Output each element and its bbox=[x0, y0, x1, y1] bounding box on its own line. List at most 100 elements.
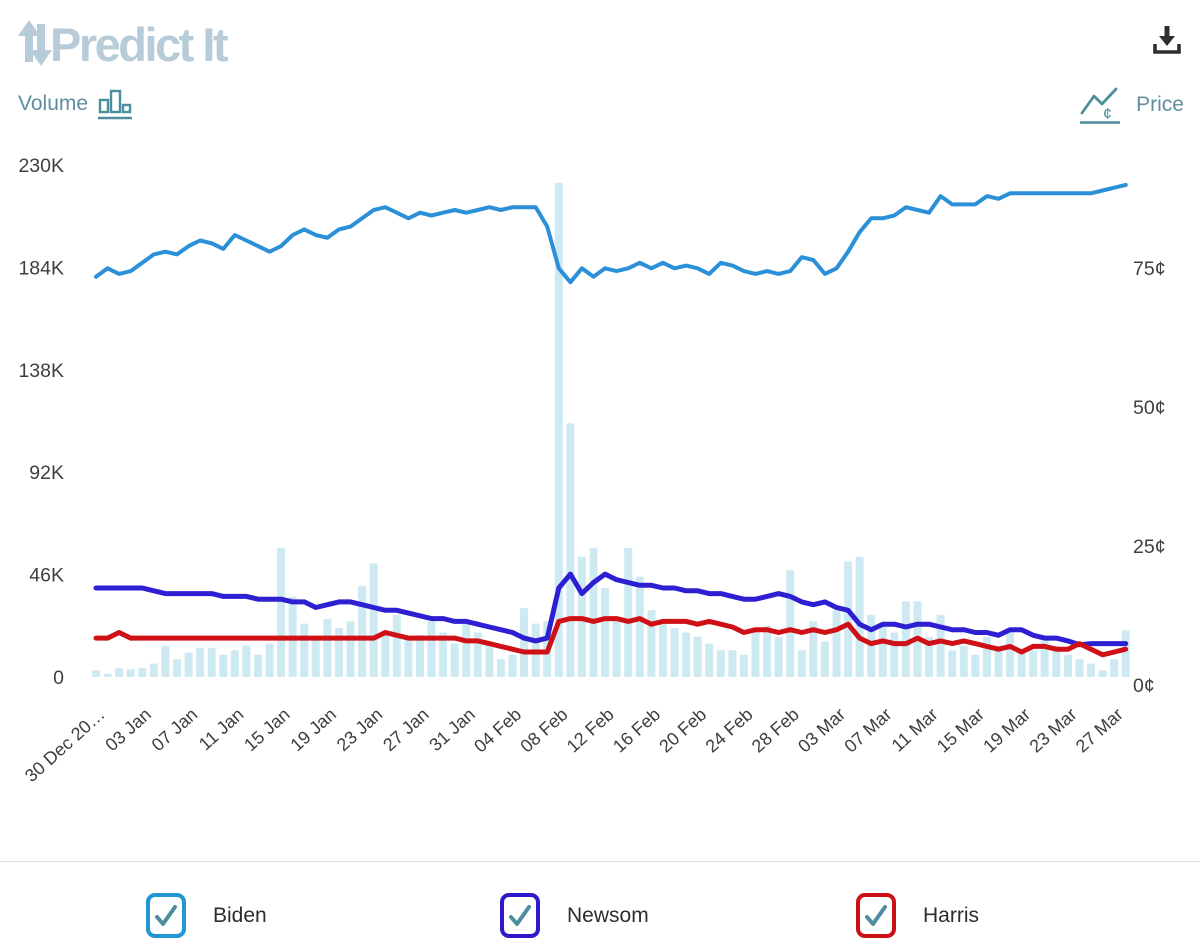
volume-bar bbox=[693, 636, 702, 677]
volume-bar bbox=[346, 621, 355, 677]
volume-bar bbox=[450, 643, 459, 677]
volume-bar bbox=[994, 645, 1003, 677]
volume-bar bbox=[242, 645, 251, 677]
volume-bar bbox=[126, 669, 135, 677]
volume-bar bbox=[300, 623, 309, 677]
volume-bar bbox=[635, 576, 644, 677]
price-line-icon: ¢ bbox=[1080, 87, 1121, 124]
volume-bar bbox=[1017, 652, 1026, 677]
volume-bar bbox=[925, 636, 933, 677]
left-axis-ticks: 0 46K 92K 138K 184K 230K bbox=[18, 155, 64, 689]
volume-bar bbox=[1110, 659, 1119, 677]
volume-bar bbox=[196, 648, 205, 677]
x-axis-tick: 16 Feb bbox=[609, 704, 664, 756]
legend-item-newsom: Newsom bbox=[500, 893, 649, 938]
volume-bar bbox=[496, 659, 505, 677]
download-icon bbox=[1153, 25, 1181, 54]
legend-checkbox-newsom[interactable] bbox=[500, 893, 540, 938]
volume-bar bbox=[392, 614, 401, 677]
legend-row: Biden Newsom Harris bbox=[0, 861, 1200, 946]
volume-bar bbox=[751, 628, 760, 677]
volume-bars bbox=[92, 182, 1130, 678]
volume-bar bbox=[369, 563, 378, 677]
volume-bar bbox=[1006, 628, 1014, 677]
x-axis-tick: 31 Jan bbox=[425, 704, 479, 755]
left-axis-tick: 0 bbox=[53, 667, 64, 689]
x-axis-tick: 19 Jan bbox=[287, 704, 341, 755]
volume-bar bbox=[971, 654, 980, 677]
volume-bar bbox=[381, 632, 390, 677]
price-axis-toggle[interactable]: ¢ Price bbox=[1079, 86, 1184, 124]
volume-axis-toggle[interactable]: Volume bbox=[18, 86, 135, 122]
x-axis-tick: 07 Mar bbox=[840, 704, 895, 756]
volume-bar bbox=[416, 634, 424, 677]
x-axis-tick: 19 Mar bbox=[979, 704, 1034, 756]
volume-bar bbox=[774, 636, 783, 677]
volume-bar bbox=[716, 650, 725, 677]
volume-bar bbox=[184, 652, 193, 677]
predictit-logo-graphic: Predict It bbox=[18, 18, 231, 71]
volume-bar bbox=[612, 619, 621, 677]
price-line-harris bbox=[93, 616, 1129, 658]
volume-bar bbox=[1075, 659, 1084, 677]
x-axis-tick: 03 Mar bbox=[794, 704, 849, 756]
x-axis-tick: 15 Mar bbox=[933, 704, 988, 756]
volume-bar bbox=[277, 547, 286, 677]
x-axis-tick: 23 Mar bbox=[1026, 704, 1081, 756]
x-axis-tick: 24 Feb bbox=[702, 704, 757, 756]
x-axis-tick: 15 Jan bbox=[240, 704, 294, 755]
volume-bar bbox=[219, 654, 228, 677]
checkmark-icon bbox=[155, 904, 177, 926]
volume-bar bbox=[485, 643, 494, 677]
x-axis-tick: 20 Feb bbox=[655, 704, 710, 756]
volume-bar bbox=[254, 654, 262, 677]
legend-checkbox-biden[interactable] bbox=[146, 893, 186, 938]
volume-bar bbox=[809, 621, 818, 677]
checkmark-icon bbox=[509, 904, 531, 926]
left-axis-tick: 230K bbox=[18, 155, 64, 177]
volume-bar bbox=[161, 645, 170, 677]
volume-bar bbox=[890, 632, 899, 677]
x-axis-tick: 08 Feb bbox=[516, 704, 571, 756]
x-axis-tick: 27 Jan bbox=[379, 704, 433, 755]
left-axis-tick: 138K bbox=[18, 360, 64, 382]
right-axis-tick: 75¢ bbox=[1133, 258, 1166, 280]
right-axis-tick: 50¢ bbox=[1133, 397, 1166, 419]
volume-bar bbox=[358, 585, 367, 677]
download-button[interactable] bbox=[1148, 22, 1186, 60]
volume-bar bbox=[647, 610, 656, 677]
left-axis-tick: 184K bbox=[18, 257, 64, 279]
checkmark-icon bbox=[865, 904, 887, 926]
volume-bar bbox=[901, 601, 910, 677]
right-axis-tick: 25¢ bbox=[1133, 536, 1166, 558]
x-axis-tick: 11 Jan bbox=[195, 704, 248, 754]
predictit-logo: Predict It bbox=[16, 10, 236, 77]
volume-bar bbox=[1063, 654, 1072, 677]
volume-bar bbox=[658, 621, 667, 677]
legend-label-biden: Biden bbox=[213, 903, 267, 927]
legend-item-biden: Biden bbox=[146, 893, 267, 938]
x-axis-tick: 12 Feb bbox=[563, 704, 618, 756]
cent-glyph: ¢ bbox=[1103, 106, 1112, 123]
volume-bar bbox=[554, 182, 563, 678]
volume-bar bbox=[1087, 663, 1095, 677]
market-chart-canvas: 0 46K 92K 138K 184K 230K 0¢ 25¢ 50¢ 75¢ 30 Dec 20…… bbox=[18, 155, 1166, 786]
volume-bar bbox=[1121, 630, 1130, 677]
price-line-biden bbox=[94, 182, 1128, 285]
volume-bar bbox=[508, 654, 517, 677]
right-axis-ticks: 0¢ 25¢ 50¢ 75¢ bbox=[1133, 258, 1166, 697]
volume-bar bbox=[149, 663, 158, 677]
volume-bar bbox=[601, 588, 610, 677]
volume-bar bbox=[520, 608, 529, 677]
legend-checkbox-harris[interactable] bbox=[856, 893, 896, 938]
left-axis-tick: 92K bbox=[29, 462, 64, 484]
volume-bar bbox=[820, 641, 829, 677]
left-axis-tick: 46K bbox=[29, 565, 64, 587]
volume-bar bbox=[404, 636, 413, 677]
x-axis-tick: 07 Jan bbox=[148, 704, 202, 755]
volume-bar bbox=[115, 668, 124, 677]
x-axis-tick: 04 Feb bbox=[470, 704, 525, 756]
x-axis-tick: 03 Jan bbox=[101, 704, 155, 755]
